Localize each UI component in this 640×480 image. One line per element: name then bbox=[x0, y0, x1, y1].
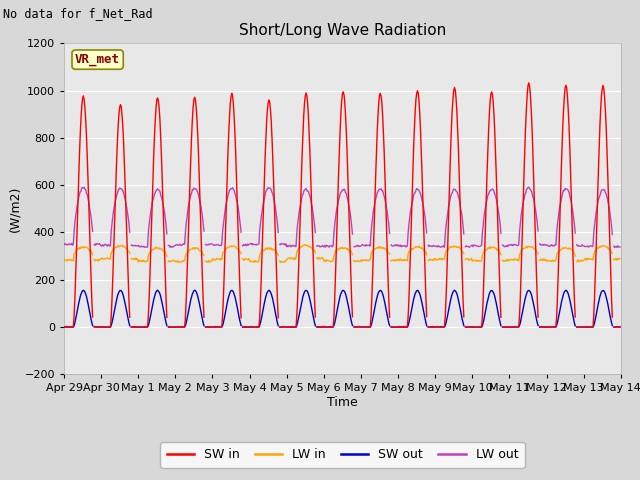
Text: No data for f_Net_Rad: No data for f_Net_Rad bbox=[3, 7, 153, 20]
Text: VR_met: VR_met bbox=[75, 53, 120, 66]
Legend: SW in, LW in, SW out, LW out: SW in, LW in, SW out, LW out bbox=[160, 442, 525, 468]
Title: Short/Long Wave Radiation: Short/Long Wave Radiation bbox=[239, 23, 446, 38]
Y-axis label: (W/m2): (W/m2) bbox=[9, 186, 22, 232]
X-axis label: Time: Time bbox=[327, 396, 358, 409]
